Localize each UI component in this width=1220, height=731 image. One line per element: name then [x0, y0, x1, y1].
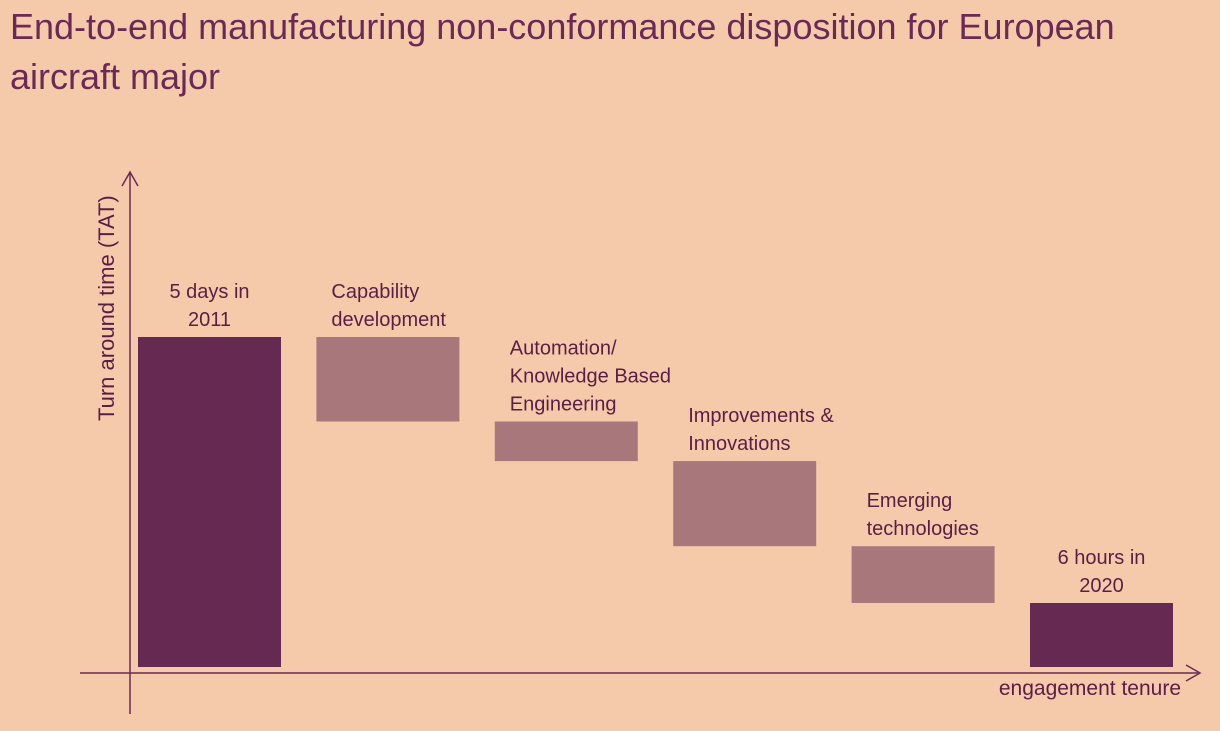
bar-label-line: Engineering — [510, 394, 617, 416]
bar-label-line: Improvements & — [688, 405, 834, 427]
y-axis-arrowhead — [121, 170, 139, 187]
bar-label: Automation/Knowledge Based Engineering — [510, 338, 671, 416]
x-axis-label: engagement tenure — [999, 677, 1181, 700]
bar-label: Capability development — [331, 281, 446, 331]
bar-label-line: 2020 — [1079, 575, 1124, 597]
bar-label-line: Automation/ — [510, 338, 617, 360]
total-bar — [1030, 603, 1173, 667]
bar-label-line: 6 hours in — [1058, 547, 1146, 569]
bar-label-line: Emerging — [867, 490, 953, 512]
bar-label-line: Capability — [331, 281, 419, 303]
bar-label-line: development — [331, 309, 446, 331]
step-bar — [851, 546, 995, 603]
total-bar — [138, 337, 281, 667]
bar-label-line: technologies — [867, 518, 979, 540]
bar-label: Improvements & Innovations — [688, 405, 834, 455]
step-bar — [316, 337, 460, 422]
bar-label-line: Knowledge Based — [510, 366, 671, 388]
chart-bars — [138, 337, 1173, 667]
page-title: End-to-end manufacturing non-conformance… — [10, 6, 1115, 97]
bar-label: 6 hours in 2020 — [1058, 547, 1146, 597]
bar-label-line: 5 days in — [169, 281, 249, 303]
y-axis-label: Turn around time (TAT) — [94, 195, 119, 421]
bar-label: 5 days in 2011 — [169, 281, 249, 331]
bar-label-line: 2011 — [188, 309, 231, 331]
step-bar — [494, 421, 638, 462]
x-axis-arrowhead — [1185, 664, 1202, 682]
chart-bar-labels: 5 days in 2011 Capability development Automa… — [169, 281, 1145, 597]
step-bar — [673, 461, 817, 547]
bar-label: Emerging technologies — [867, 490, 979, 540]
bar-label-line: Innovations — [688, 433, 790, 455]
